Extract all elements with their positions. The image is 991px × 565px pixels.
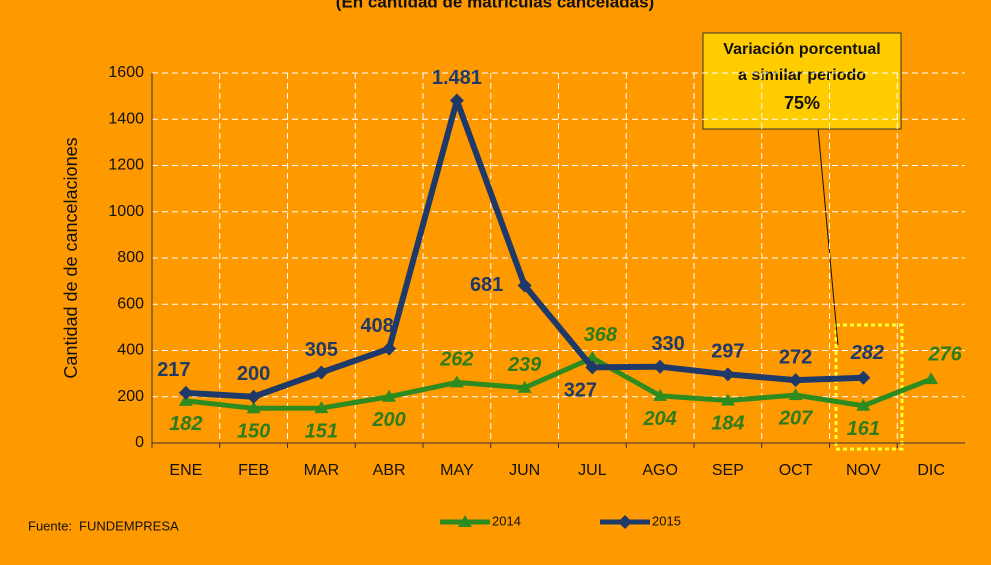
- data-label: 330: [651, 333, 684, 355]
- data-label: 200: [371, 409, 405, 431]
- x-tick-label: ENE: [169, 462, 202, 479]
- y-axis-label: Cantidad de de cancelaciones: [61, 137, 81, 378]
- marker: [653, 359, 668, 374]
- marker: [585, 360, 600, 375]
- marker: [178, 385, 193, 400]
- data-label: 262: [439, 349, 473, 371]
- marker: [314, 365, 329, 380]
- marker: [856, 370, 871, 385]
- x-tick-label: ABR: [373, 462, 406, 479]
- marker: [458, 515, 472, 527]
- x-tick-label: FEB: [238, 462, 269, 479]
- marker: [246, 389, 261, 404]
- data-label: 217: [157, 359, 190, 381]
- annotation-value: 75%: [784, 93, 820, 113]
- y-tick-label: 800: [117, 249, 144, 266]
- marker: [382, 341, 397, 356]
- marker: [653, 388, 668, 401]
- data-label: 207: [778, 407, 813, 429]
- data-label: 272: [779, 346, 812, 368]
- data-label: 305: [305, 339, 338, 361]
- marker: [449, 93, 464, 108]
- data-label: 182: [169, 413, 202, 435]
- x-tick-label: NOV: [846, 462, 881, 479]
- y-tick-label: 0: [135, 434, 144, 451]
- marker: [720, 367, 735, 382]
- marker: [314, 401, 329, 414]
- data-label: 368: [584, 324, 618, 346]
- data-label: 151: [305, 420, 338, 442]
- marker: [788, 373, 803, 388]
- annotation-box: [702, 32, 902, 130]
- callout-line: [817, 127, 839, 346]
- data-label: 239: [507, 354, 542, 376]
- marker: [720, 393, 735, 406]
- y-tick-label: 1200: [108, 157, 144, 174]
- y-tick-label: 1600: [108, 64, 144, 81]
- x-tick-label: AGO: [642, 462, 678, 479]
- data-label: 276: [927, 343, 962, 365]
- x-tick-label: OCT: [779, 462, 813, 479]
- annotation-line: a similar periodo: [738, 67, 866, 84]
- highlight-box: [834, 323, 904, 451]
- x-tick-label: MAY: [440, 462, 474, 479]
- legend-label: 2014: [492, 513, 521, 528]
- y-tick-label: 1400: [108, 110, 144, 127]
- y-tick-label: 200: [117, 388, 144, 405]
- x-tick-label: SEP: [712, 462, 744, 479]
- y-tick-label: 1000: [108, 203, 144, 220]
- data-label: 161: [847, 418, 880, 440]
- x-tick-label: DIC: [917, 462, 945, 479]
- x-tick-label: JUN: [509, 462, 540, 479]
- marker: [856, 398, 871, 411]
- marker: [178, 393, 193, 406]
- data-label: 150: [237, 421, 270, 443]
- data-label: 204: [642, 408, 676, 430]
- marker: [246, 401, 261, 414]
- data-label: 327: [564, 380, 597, 402]
- annotation-line: Variación porcentual: [723, 41, 880, 58]
- data-label: 297: [711, 341, 744, 363]
- marker: [788, 388, 803, 401]
- marker: [924, 372, 939, 385]
- marker: [517, 278, 532, 293]
- data-label: 408: [360, 315, 393, 337]
- data-label: 282: [850, 342, 884, 364]
- data-label: 681: [470, 274, 503, 296]
- x-tick-label: JUL: [578, 462, 607, 479]
- series-line: [185, 355, 933, 411]
- y-tick-label: 400: [117, 342, 144, 359]
- chart-title: (En cantidad de matrículas canceladas): [336, 0, 654, 11]
- y-tick-label: 600: [117, 295, 144, 312]
- source-text: FUNDEMPRESA: [79, 518, 179, 533]
- marker: [618, 515, 632, 529]
- marker: [382, 389, 397, 402]
- legend-label: 2015: [652, 513, 681, 528]
- marker: [517, 380, 532, 393]
- data-label: 184: [711, 413, 744, 435]
- data-label: 200: [237, 363, 270, 385]
- x-tick-label: MAR: [304, 462, 340, 479]
- data-label: 1.481: [432, 67, 482, 89]
- source-label: Fuente:: [28, 518, 72, 533]
- marker: [449, 375, 464, 388]
